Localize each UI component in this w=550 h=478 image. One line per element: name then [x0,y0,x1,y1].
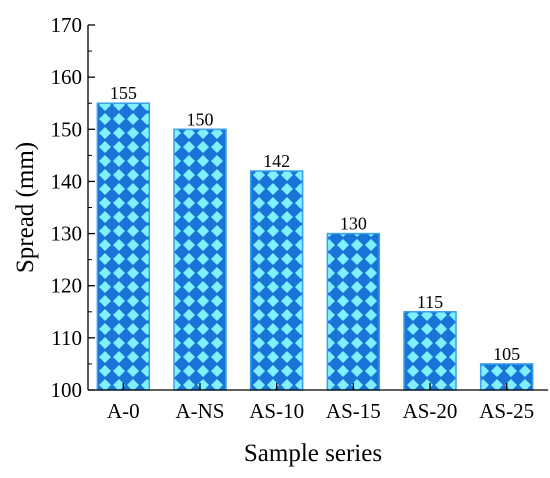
y-tick-label: 150 [51,117,83,141]
bar [249,170,304,391]
bars [96,102,534,391]
x-tick-label: AS-25 [479,399,534,423]
bar [173,128,227,391]
bar-value-label: 115 [417,292,443,312]
y-tick-label: 120 [51,274,83,298]
y-tick-label: 140 [51,169,83,193]
y-tick-label: 170 [51,13,83,37]
x-axis-title: Sample series [244,440,382,467]
bar-value-label: 105 [493,344,520,364]
x-tick-label: AS-15 [326,399,381,423]
x-tick-label: A-NS [175,399,224,423]
bar [96,102,151,391]
axes [87,25,548,391]
x-axis-ticks: A-0 A-NS AS-10 AS-15 AS-20 AS-25 [107,383,534,423]
bar-value-label: 130 [340,214,367,234]
x-tick-label: AS-20 [403,399,458,423]
y-tick-label: 130 [51,222,83,246]
y-tick-label: 100 [51,378,83,402]
y-tick-label: 160 [51,65,83,89]
y-tick-label: 110 [51,326,82,350]
x-tick-label: AS-10 [249,399,304,423]
bar [326,232,381,391]
data-labels: 155 150 142 130 115 105 [110,83,520,364]
bar-value-label: 155 [110,83,137,103]
y-axis-title: Spread (mm) [12,142,39,273]
bar-value-label: 150 [187,109,214,129]
x-tick-label: A-0 [107,399,140,423]
bar [403,311,457,391]
y-axis-ticks: 100 110 120 130 140 150 160 170 [51,13,95,402]
bar-value-label: 142 [263,151,290,171]
